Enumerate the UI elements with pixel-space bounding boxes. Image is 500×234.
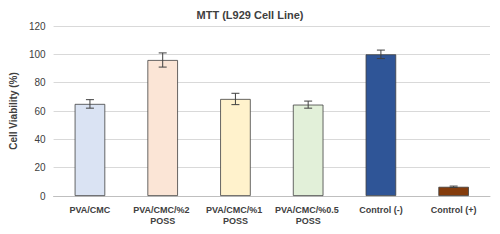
svg-text:20: 20 — [34, 162, 46, 173]
svg-text:Cell Viability (%): Cell Viability (%) — [8, 72, 19, 150]
svg-text:POSS: POSS — [223, 216, 248, 226]
svg-text:PVA/CMC: PVA/CMC — [70, 205, 111, 215]
svg-text:60: 60 — [34, 106, 46, 117]
svg-text:POSS: POSS — [296, 216, 321, 226]
svg-text:MTT (L929 Cell Line): MTT (L929 Cell Line) — [197, 9, 304, 21]
svg-text:PVA/CMC/%2: PVA/CMC/%2 — [133, 205, 192, 215]
svg-text:POSS: POSS — [150, 216, 175, 226]
svg-text:Control (-): Control (-) — [359, 205, 402, 215]
svg-text:Control (+): Control (+) — [431, 205, 477, 215]
svg-text:40: 40 — [34, 134, 46, 145]
svg-text:80: 80 — [34, 77, 46, 88]
svg-text:PVA/CMC/%1: PVA/CMC/%1 — [206, 205, 265, 215]
svg-text:0: 0 — [40, 191, 46, 202]
svg-text:PVA/CMC/%0.5: PVA/CMC/%0.5 — [275, 205, 341, 215]
svg-text:100: 100 — [29, 49, 46, 60]
svg-text:120: 120 — [29, 21, 46, 32]
